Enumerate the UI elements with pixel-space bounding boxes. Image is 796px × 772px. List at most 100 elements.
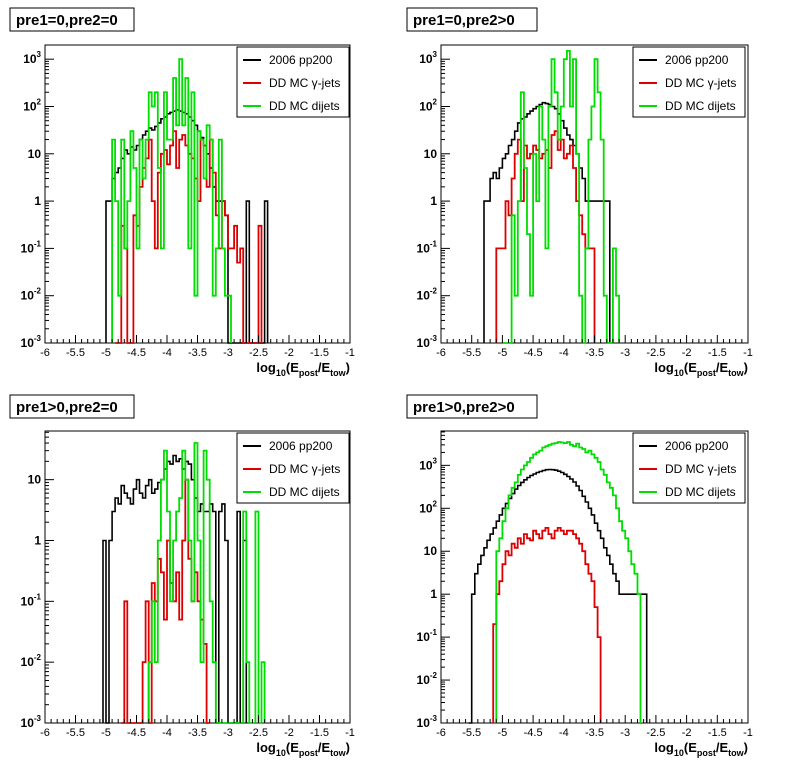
legend-entry: 2006 pp200 <box>665 439 729 453</box>
y-tick-label: 10 <box>28 147 42 161</box>
x-tick-label: -2.5 <box>249 347 268 359</box>
x-axis-label: log10(Epost/Etow) <box>256 360 350 378</box>
legend: 2006 pp200 DD MC γ-jets DD MC dijets <box>236 46 350 118</box>
x-tick-label: -5 <box>101 347 111 359</box>
y-tick-label: 10 <box>424 147 438 161</box>
x-tick-label: -1 <box>345 347 355 359</box>
x-tick-label: -4 <box>162 347 172 359</box>
legend-entry: DD MC γ-jets <box>665 76 736 90</box>
legend: 2006 pp200 DD MC γ-jets DD MC dijets <box>236 432 350 504</box>
x-tick-label: -1 <box>743 727 753 739</box>
x-tick-label: -1.5 <box>310 727 329 739</box>
x-tick-label: -1 <box>743 347 753 359</box>
x-tick-label: -3.5 <box>188 347 207 359</box>
x-axis-label: log10(Epost/Etow) <box>256 740 350 758</box>
x-tick-label: -5.5 <box>66 727 85 739</box>
series-gamma-jets <box>492 527 602 723</box>
y-tick-label: 10-2 <box>417 287 438 303</box>
x-tick-label: -6 <box>40 727 50 739</box>
y-tick-label: 10-1 <box>21 592 42 608</box>
legend-entry: DD MC dijets <box>665 485 736 499</box>
x-tick-label: -3.5 <box>585 727 604 739</box>
panel-2: pre1=0,pre2>0 -6 -5.5 -5 -4.5 -4 -3.5 -3 -2.5 -2 -… <box>406 7 753 378</box>
legend-entry: DD MC γ-jets <box>269 462 340 476</box>
y-tick-label: 103 <box>419 456 437 472</box>
y-tick-label: 10-1 <box>417 239 438 255</box>
panel-3: pre1>0,pre2=0 -6 -5.5 -5 -4.5 -4 -3.5 -3 -2.5 -2 -… <box>9 394 355 758</box>
x-tick-label: -5 <box>498 347 508 359</box>
x-tick-label: -6 <box>436 347 446 359</box>
series-gamma-jets <box>121 478 210 724</box>
y-tick-label: 10-3 <box>21 714 42 730</box>
x-tick-label: -4 <box>559 347 569 359</box>
y-tick-label: 10-2 <box>417 671 438 687</box>
y-tick-label: 103 <box>23 50 41 66</box>
x-tick-label: -1.5 <box>708 347 727 359</box>
x-tick-label: -3 <box>223 347 233 359</box>
y-tick-label: 10 <box>424 544 438 558</box>
x-tick-label: -6 <box>40 347 50 359</box>
x-tick-label: -5.5 <box>462 727 481 739</box>
y-tick-label: 102 <box>419 97 437 113</box>
x-tick-label: -2 <box>284 727 294 739</box>
legend: 2006 pp200 DD MC γ-jets DD MC dijets <box>632 46 746 118</box>
x-tick-label: -1.5 <box>708 727 727 739</box>
x-tick-label: -5 <box>498 727 508 739</box>
x-tick-label: -2 <box>682 727 692 739</box>
y-tick-label: 1 <box>430 587 437 601</box>
legend-entry: DD MC γ-jets <box>269 76 340 90</box>
panel-title-box <box>406 394 538 419</box>
x-axis-label: log10(Epost/Etow) <box>654 740 748 758</box>
panel-title-box <box>406 7 538 32</box>
y-tick-label: 10 <box>28 473 42 487</box>
y-tick-label: 102 <box>419 499 437 515</box>
x-tick-label: -2.5 <box>249 727 268 739</box>
x-tick-label: -3 <box>620 347 630 359</box>
legend-entry: DD MC dijets <box>269 485 340 499</box>
y-tick-label: 102 <box>23 97 41 113</box>
series-data <box>483 101 611 343</box>
x-tick-label: -2 <box>682 347 692 359</box>
x-tick-label: -3 <box>223 727 233 739</box>
x-tick-label: -4.5 <box>524 727 543 739</box>
panel-title: pre1>0,pre2=0 <box>16 399 118 416</box>
series-dijets <box>147 442 266 724</box>
x-tick-label: -2.5 <box>646 347 665 359</box>
panel-title-box <box>9 394 135 419</box>
y-tick-label: 10-3 <box>417 334 438 350</box>
x-tick-label: -1 <box>345 727 355 739</box>
x-axis-label: log10(Epost/Etow) <box>654 360 748 378</box>
x-tick-label: -4.5 <box>127 347 146 359</box>
legend: 2006 pp200 DD MC γ-jets DD MC dijets <box>632 432 746 504</box>
series-data <box>102 454 248 724</box>
x-tick-label: -3.5 <box>585 347 604 359</box>
x-tick-label: -4.5 <box>524 347 543 359</box>
y-tick-label: 10-2 <box>21 287 42 303</box>
y-tick-label: 10-1 <box>21 239 42 255</box>
panel-4: pre1>0,pre2>0 -6 -5.5 -5 -4.5 -4 -3.5 -3 -2.5 -2 -… <box>406 394 753 758</box>
panel-title: pre1=0,pre2=0 <box>16 12 118 29</box>
series-dijets <box>502 50 620 344</box>
series-dijets <box>495 441 642 723</box>
x-tick-label: -5 <box>101 727 111 739</box>
x-tick-label: -3 <box>620 727 630 739</box>
x-tick-label: -4 <box>162 727 172 739</box>
y-tick-label: 10-2 <box>21 653 42 669</box>
y-tick-label: 10-3 <box>21 334 42 350</box>
panel-title-box <box>9 7 135 32</box>
x-tick-label: -2.5 <box>646 727 665 739</box>
panel-title: pre1=0,pre2>0 <box>413 12 515 29</box>
x-tick-label: -5.5 <box>66 347 85 359</box>
x-tick-label: -3.5 <box>188 727 207 739</box>
y-tick-label: 10-1 <box>417 628 438 644</box>
legend-entry: 2006 pp200 <box>269 53 333 67</box>
legend-entry: 2006 pp200 <box>665 53 729 67</box>
panel-1: pre1=0,pre2=0 -6 -5.5 -5 -4.5 -4 -3.5 -3 -2.5 -2 -… <box>9 7 355 378</box>
x-tick-label: -4 <box>559 727 569 739</box>
x-tick-label: -5.5 <box>462 347 481 359</box>
series-gamma-jets <box>115 130 263 344</box>
y-tick-label: 1 <box>430 194 437 208</box>
x-tick-label: -2 <box>284 347 294 359</box>
y-tick-label: 103 <box>419 50 437 66</box>
